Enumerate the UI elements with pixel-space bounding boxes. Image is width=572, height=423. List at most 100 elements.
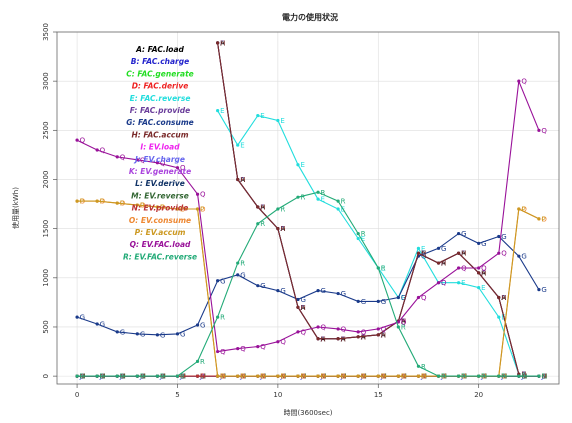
data-point: [356, 335, 360, 339]
point-label: R: [220, 314, 225, 322]
data-point: [115, 201, 119, 205]
point-label: Q: [401, 319, 407, 327]
data-point: [517, 254, 521, 258]
data-point: [296, 305, 300, 309]
point-label: Q: [240, 345, 246, 353]
data-point: [356, 299, 360, 304]
legend: A: FAC.load B: FAC.charge C: FAC.generate D…: [123, 45, 197, 261]
data-point: [416, 295, 421, 300]
data-point: [416, 246, 421, 250]
point-label: R: [361, 230, 366, 238]
point-label: P: [100, 198, 104, 206]
data-point: [457, 231, 461, 236]
point-label: R: [501, 373, 506, 381]
data-point: [477, 286, 481, 290]
point-label: I: [541, 373, 543, 381]
data-point: [256, 284, 260, 288]
point-label: E: [461, 279, 465, 287]
legend-entry: H: FAC.accum: [131, 130, 188, 139]
data-point: [497, 295, 501, 300]
data-point: [436, 374, 441, 378]
point-label: G: [120, 328, 125, 336]
point-label: O: [200, 205, 206, 213]
data-point: [457, 281, 461, 285]
data-point: [276, 340, 280, 344]
point-label: Q: [280, 338, 286, 346]
y-tick-label: 0: [42, 374, 50, 378]
legend-entry: N: EV.provide: [132, 204, 189, 213]
data-point: [155, 333, 159, 337]
point-label: H: [341, 335, 346, 343]
data-point: [436, 246, 441, 250]
point-label: E: [280, 117, 284, 125]
data-point: [497, 251, 501, 255]
point-label: O: [521, 205, 527, 213]
data-point: [477, 241, 481, 245]
point-label: R: [100, 373, 105, 381]
data-point: [216, 279, 220, 283]
point-label: P: [421, 373, 425, 381]
point-label: G: [140, 330, 145, 338]
x-tick-label: 5: [175, 391, 179, 399]
point-label: G: [300, 296, 305, 304]
data-point: [256, 345, 260, 349]
y-tick-label: 1500: [42, 220, 50, 238]
point-label: Q: [80, 137, 86, 145]
x-tick-label: 10: [273, 391, 282, 399]
data-point: [175, 332, 180, 336]
point-label: Q: [381, 325, 387, 333]
point-label: G: [501, 233, 506, 241]
point-label: G: [160, 331, 165, 339]
point-label: J: [540, 373, 543, 381]
point-label: H: [521, 371, 526, 379]
point-label: E: [321, 196, 325, 204]
data-point: [497, 374, 501, 378]
data-point: [517, 79, 521, 83]
point-label: A: [501, 294, 506, 302]
series-r: R R R R R R R R R R R R R R R R R R R R R R R R: [75, 189, 546, 381]
point-label: H: [441, 260, 446, 268]
point-label: Q: [120, 153, 126, 161]
data-point: [276, 207, 280, 211]
data-point: [236, 374, 240, 378]
point-label: H: [240, 176, 245, 184]
point-label: F: [381, 331, 385, 339]
data-point: [216, 315, 220, 319]
data-point: [296, 330, 300, 334]
point-label: A: [521, 371, 526, 379]
point-label: R: [401, 323, 406, 331]
point-label: F: [501, 294, 505, 302]
data-point: [436, 281, 441, 285]
point-label: H: [501, 294, 506, 302]
point-label: E: [481, 284, 485, 292]
data-point: [416, 251, 421, 255]
point-label: E: [381, 264, 385, 272]
x-tick-label: 15: [374, 391, 383, 399]
data-point: [115, 330, 119, 334]
data-point: [376, 333, 380, 337]
data-point: [537, 288, 541, 292]
data-point: [356, 236, 360, 241]
point-label: P: [160, 204, 164, 212]
point-label: N: [541, 373, 546, 381]
point-label: E: [361, 235, 365, 243]
point-label: F: [341, 335, 345, 343]
data-point: [155, 161, 159, 165]
point-label: R: [421, 363, 426, 371]
point-label: L: [541, 373, 545, 381]
data-point: [517, 207, 521, 211]
data-point: [135, 332, 139, 336]
data-point: [95, 148, 99, 152]
point-label: H: [381, 331, 386, 339]
legend-entry: M: EV.reverse: [131, 191, 189, 200]
point-label: Q: [200, 191, 206, 199]
data-point: [195, 207, 200, 211]
chart-title: 電力の使用状況: [282, 12, 338, 22]
legend-entry: O: EV.consume: [129, 216, 191, 225]
point-label: Q: [461, 264, 467, 272]
point-label: G: [461, 230, 466, 238]
data-point: [376, 374, 380, 378]
point-label: Q: [341, 325, 347, 333]
point-label: A: [461, 250, 466, 258]
